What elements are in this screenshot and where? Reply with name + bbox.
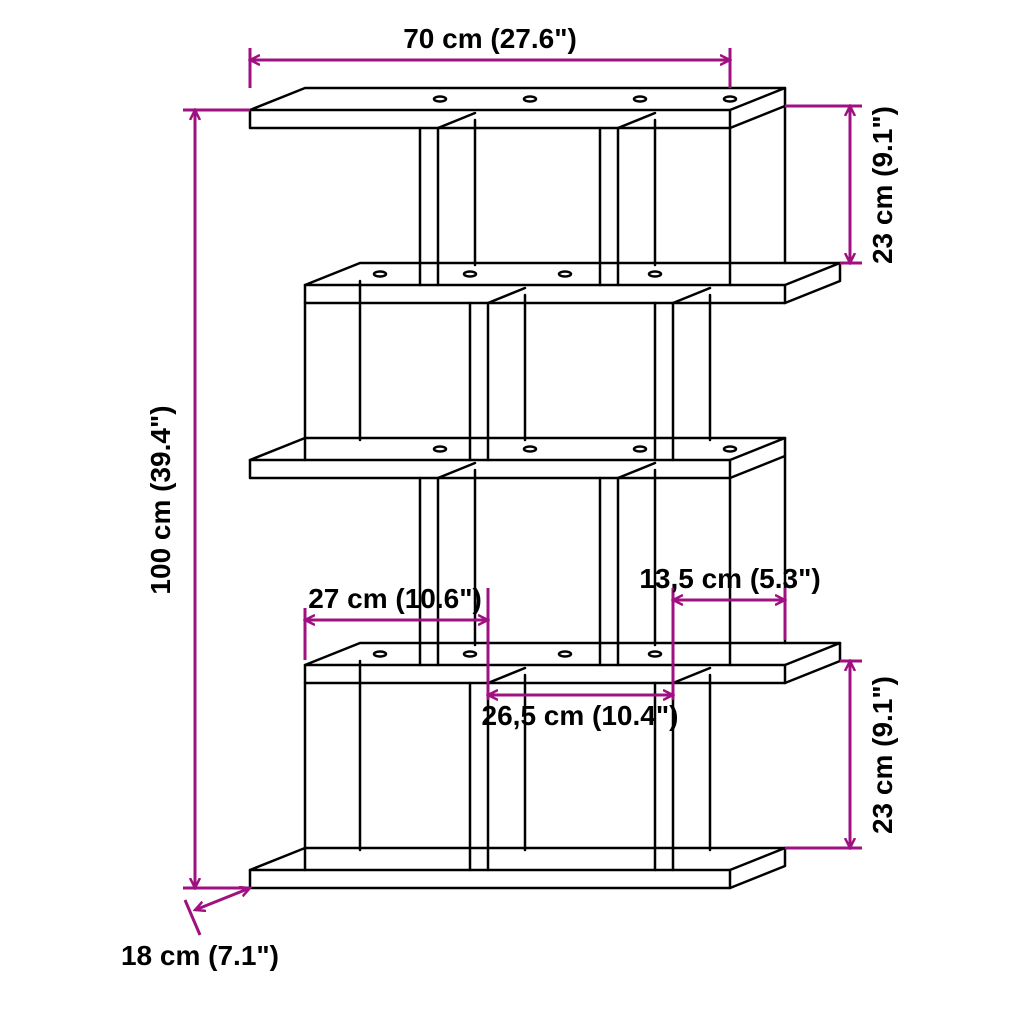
dim-width-label: 70 cm (27.6") [403,23,577,54]
dim-seg1-label: 27 cm (10.6") [308,583,482,614]
shelf-top [250,88,785,128]
tier4-verticals [305,661,710,870]
dim-depth-label: 18 cm (7.1") [121,940,279,971]
shelf-3 [250,438,785,478]
dim-seg3-label: 13,5 cm (5.3") [639,563,820,594]
dim-shelf-top-label: 23 cm (9.1") [867,106,898,264]
dim-seg2-label: 26,5 cm (10.4") [482,700,679,731]
dim-height-label: 100 cm (39.4") [145,405,176,594]
shelf-4 [305,643,840,683]
shelf-2 [305,263,840,303]
dim-shelf-bottom-label: 23 cm (9.1") [867,676,898,834]
dim-depth-line [195,888,250,910]
shelf-bottom [250,848,785,888]
tier1-verticals [420,106,785,285]
tier2-verticals [305,281,710,460]
tier3-verticals [420,456,785,665]
